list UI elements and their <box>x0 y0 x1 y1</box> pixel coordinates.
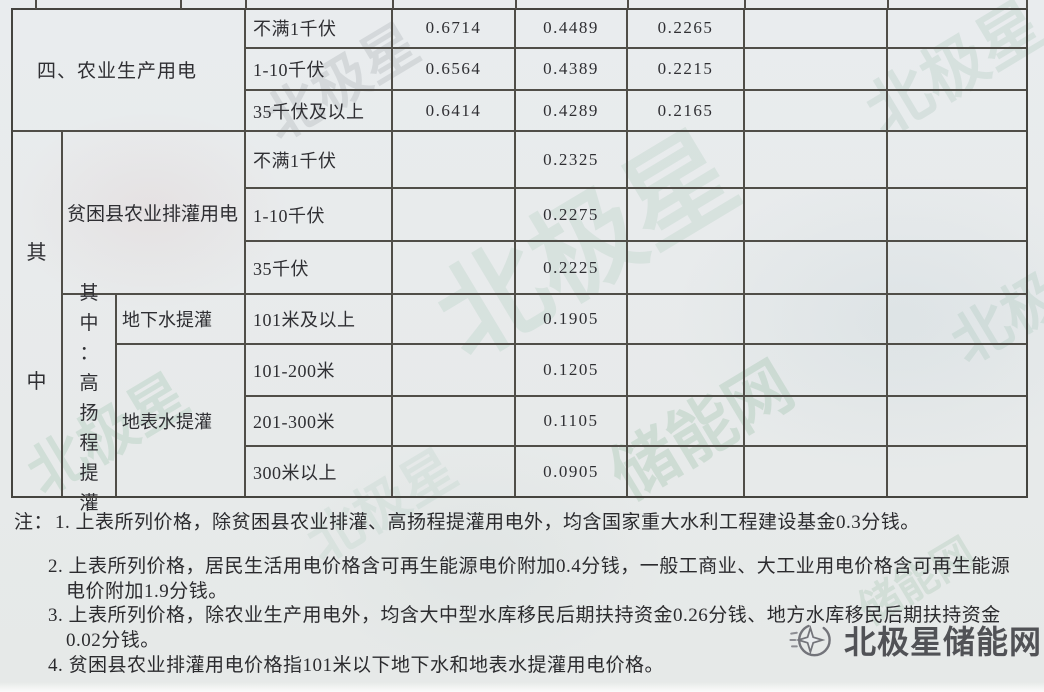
side-label-qizhong: 其中 <box>11 131 62 498</box>
note-line: 3. 上表所列价格，除农业生产用电外，均含大中型水库移民后期扶持资金0.26分钱… <box>48 605 1001 626</box>
empty-cell <box>744 241 887 294</box>
category-cell-agricultural-production: 四、农业生产用电 <box>11 8 245 131</box>
grid-stub-line <box>1026 0 1028 9</box>
empty-cell <box>392 344 515 396</box>
lift-height-tier-cell: 101-200米 <box>245 344 392 396</box>
empty-cell <box>887 90 1028 131</box>
empty-cell <box>887 396 1028 446</box>
empty-cell <box>744 294 887 344</box>
empty-cell <box>392 446 515 498</box>
lift-height-tier-cell: 201-300米 <box>245 396 392 446</box>
note-line: 电价附加1.9分钱。 <box>66 581 228 602</box>
page-bottom-fade <box>0 682 1044 692</box>
grid-stub-line <box>392 0 394 9</box>
empty-cell <box>744 8 887 48</box>
empty-cell <box>627 241 744 294</box>
price-value-cell: 0.4289 <box>515 90 627 131</box>
grid-stub-line <box>515 0 517 9</box>
group-cell-groundwater: 地下水提灌 <box>116 294 245 344</box>
empty-cell <box>627 344 744 396</box>
empty-cell <box>887 241 1028 294</box>
empty-cell <box>392 188 515 241</box>
empty-cell <box>744 131 887 188</box>
voltage-tier-cell: 35千伏 <box>245 241 392 294</box>
price-value-cell: 0.2225 <box>515 241 627 294</box>
polaris-energy-storage-logo: 北极星储能网 <box>788 616 1042 664</box>
price-value-cell: 0.2325 <box>515 131 627 188</box>
voltage-tier-cell: 35千伏及以上 <box>245 90 392 131</box>
empty-cell <box>392 294 515 344</box>
empty-cell <box>744 344 887 396</box>
lift-height-tier-cell: 300米以上 <box>245 446 392 498</box>
empty-cell <box>887 188 1028 241</box>
notes-label: 注： <box>14 512 54 533</box>
price-value-cell: 0.1205 <box>515 344 627 396</box>
empty-cell <box>744 396 887 446</box>
price-value-cell: 0.2215 <box>627 48 744 90</box>
empty-cell <box>392 241 515 294</box>
grid-stub-line <box>887 0 889 9</box>
empty-cell <box>887 48 1028 90</box>
note-line: 4. 贫困县农业排灌用电价格指101米以下地下水和地表水提灌用电价格。 <box>48 655 665 676</box>
price-value-cell: 0.6714 <box>392 8 515 48</box>
empty-cell <box>887 131 1028 188</box>
logo-text: 北极星储能网 <box>844 624 1043 660</box>
empty-cell <box>744 188 887 241</box>
voltage-tier-cell: 不满1千伏 <box>245 131 392 188</box>
grid-stub-line <box>35 0 37 9</box>
price-value-cell: 0.4389 <box>515 48 627 90</box>
grid-stub-line <box>744 0 746 9</box>
voltage-tier-cell: 1-10千伏 <box>245 48 392 90</box>
empty-cell <box>627 446 744 498</box>
price-value-cell: 0.6564 <box>392 48 515 90</box>
empty-cell <box>627 188 744 241</box>
empty-cell <box>627 131 744 188</box>
empty-cell <box>887 294 1028 344</box>
price-value-cell: 0.4489 <box>515 8 627 48</box>
grid-stub-line <box>627 0 629 9</box>
price-value-cell: 0.2165 <box>627 90 744 131</box>
price-value-cell: 0.2275 <box>515 188 627 241</box>
empty-cell <box>744 90 887 131</box>
empty-cell <box>887 446 1028 498</box>
note-line: 2. 上表所列价格，居民生活用电价格含可再生能源电价附加0.4分钱，一般工商业、… <box>48 556 1011 577</box>
price-value-cell: 0.0905 <box>515 446 627 498</box>
empty-cell <box>887 8 1028 48</box>
empty-cell <box>887 344 1028 396</box>
price-value-cell: 0.1105 <box>515 396 627 446</box>
note-line: 1. 上表所列价格，除贫困县农业排灌、高扬程提灌用电外，均含国家重大水利工程建设… <box>55 512 920 533</box>
sub-label-high-lift-irrigation: 其中：高扬程提灌 <box>62 283 116 514</box>
empty-cell <box>744 48 887 90</box>
empty-cell <box>392 396 515 446</box>
voltage-tier-cell: 不满1千伏 <box>245 8 392 48</box>
note-line: 0.02分钱。 <box>66 630 160 651</box>
empty-cell <box>627 294 744 344</box>
price-value-cell: 0.1905 <box>515 294 627 344</box>
voltage-tier-cell: 1-10千伏 <box>245 188 392 241</box>
empty-cell <box>627 396 744 446</box>
grid-stub-line <box>245 0 247 9</box>
category-cell-poor-county-irrigation: 贫困县农业排灌用电 <box>62 131 245 294</box>
lift-height-tier-cell: 101米及以上 <box>245 294 392 344</box>
price-value-cell: 0.2265 <box>627 8 744 48</box>
empty-cell <box>392 131 515 188</box>
polaris-star-icon <box>788 616 836 664</box>
price-value-cell: 0.6414 <box>392 90 515 131</box>
grid-stub-line <box>180 0 182 9</box>
group-cell-surface-water: 地表水提灌 <box>116 344 245 498</box>
empty-cell <box>744 446 887 498</box>
